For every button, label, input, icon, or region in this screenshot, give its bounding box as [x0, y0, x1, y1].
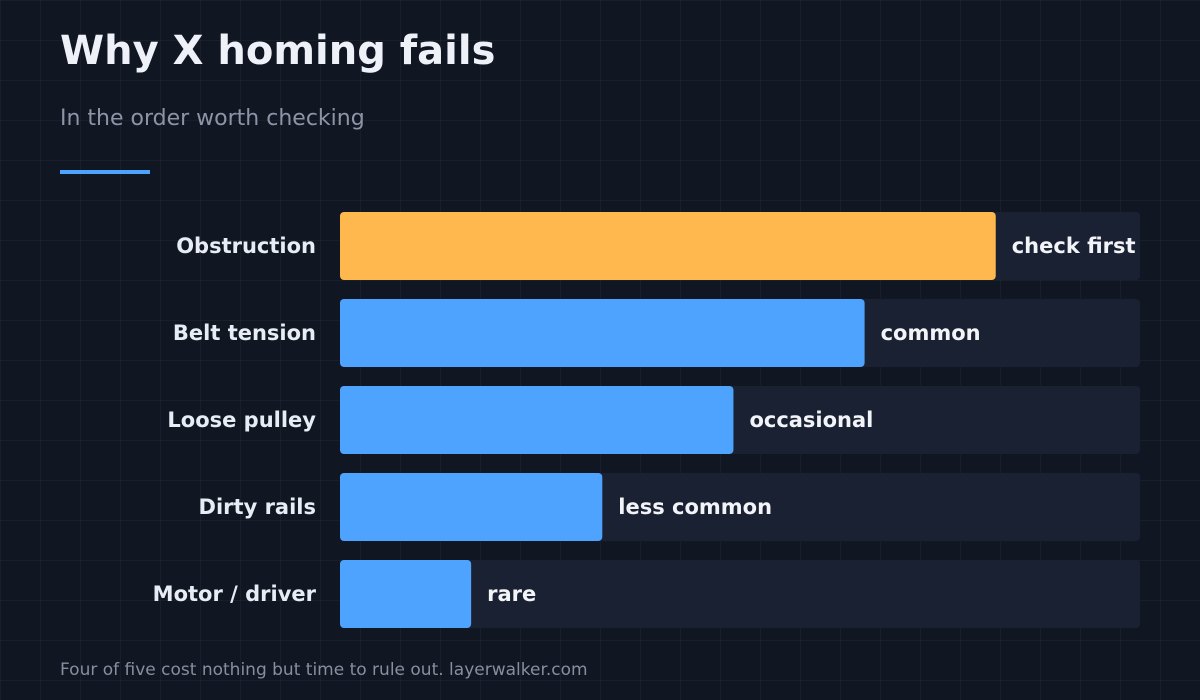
bar-highlight — [340, 212, 996, 280]
category-label: Belt tension — [173, 321, 316, 345]
bar-row: Loose pulley occasional — [167, 386, 1140, 454]
bar-track — [340, 560, 1140, 628]
bar-row: Dirty rails less common — [199, 473, 1140, 541]
value-label: rare — [487, 582, 536, 606]
bar — [340, 299, 865, 367]
category-label: Motor / driver — [153, 582, 317, 606]
page-title: Why X homing fails — [60, 28, 496, 74]
accent-rule — [60, 170, 150, 174]
value-label: check first — [1012, 234, 1136, 258]
category-label: Obstruction — [176, 234, 316, 258]
value-label: occasional — [749, 408, 873, 432]
bar — [340, 473, 603, 541]
bar-row: Obstruction check first — [176, 212, 1140, 280]
value-label: less common — [618, 495, 772, 519]
category-label: Loose pulley — [167, 408, 316, 432]
bar — [340, 386, 734, 454]
footer-note: Four of five cost nothing but time to ru… — [60, 660, 588, 680]
page-subtitle: In the order worth checking — [60, 106, 365, 131]
bar-row: Motor / driver rare — [153, 560, 1140, 628]
bar-row: Belt tension common — [173, 299, 1140, 367]
value-label: common — [881, 321, 981, 345]
bar — [340, 560, 472, 628]
category-label: Dirty rails — [199, 495, 316, 519]
